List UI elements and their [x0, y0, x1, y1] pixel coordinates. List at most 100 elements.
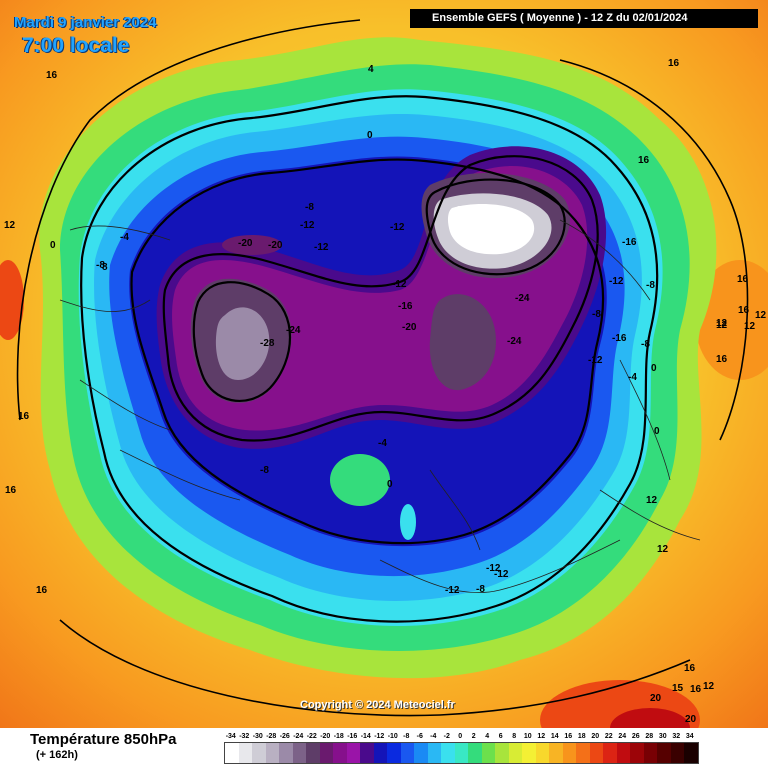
contour-label: -8	[305, 202, 314, 213]
contour-label: 16	[668, 58, 680, 69]
contour-label: -24	[286, 325, 301, 336]
copyright-text: Copyright © 2024 Meteociel.fr	[300, 699, 455, 711]
legend-color-swatch	[589, 743, 603, 763]
contour-label: 16	[716, 354, 728, 365]
contour-label: 12	[716, 320, 728, 331]
legend-color-swatch	[346, 743, 360, 763]
contour-label: -16	[612, 333, 627, 344]
contour-label: -28	[260, 338, 275, 349]
legend-scale-labels: -34 -32 -30 -28 -26 -24 -22 -20 -18 -16 -14 -12 -10-…	[224, 732, 697, 741]
contour-label: 12	[716, 318, 728, 329]
contour-label: -12	[486, 563, 501, 574]
contour-label: 0	[387, 479, 393, 490]
band-grey	[215, 307, 270, 380]
legend-tick-label: -10	[387, 733, 398, 740]
contour-label: 12	[657, 544, 669, 555]
contour-label: -4	[628, 372, 637, 383]
legend-tick-label: -24	[293, 733, 304, 740]
legend-tick-label: 32	[672, 733, 681, 740]
legend-color-swatch	[306, 743, 320, 763]
legend-color-swatch	[481, 743, 495, 763]
legend-color-swatch	[657, 743, 671, 763]
legend-tick-label: -26	[279, 733, 290, 740]
contour-label: 16	[46, 70, 58, 81]
contour-label: 0	[654, 426, 660, 437]
contour-label: -12	[300, 220, 315, 231]
contour-label: -24	[515, 293, 530, 304]
contour-label: 20	[650, 693, 662, 704]
contour-label: 8	[102, 262, 108, 273]
contour-label: 0	[651, 363, 657, 374]
coastline-north-america	[59, 225, 241, 501]
legend-tick-label: 16	[564, 733, 573, 740]
contour-16-west	[16, 19, 361, 421]
contour-16-east	[559, 59, 749, 441]
cold-pocket-alaska	[222, 235, 282, 255]
contour-label: -32	[478, 224, 493, 235]
legend-tick-label: 30	[658, 733, 667, 740]
contour-label: 16	[737, 274, 749, 285]
legend-color-swatch	[400, 743, 414, 763]
legend-color-swatch	[360, 743, 374, 763]
legend-tick-label: 24	[618, 733, 627, 740]
contour-label: -20	[268, 240, 283, 251]
legend-tick-label: 0	[458, 733, 463, 740]
contour-label: 16	[5, 485, 17, 496]
legend-color-swatch	[279, 743, 293, 763]
legend-tick-label: -34	[225, 733, 236, 740]
legend-color-swatch	[454, 743, 468, 763]
contour-label: -12	[390, 222, 405, 233]
contour-label: 0	[367, 130, 373, 141]
legend-color-swatch	[603, 743, 617, 763]
coastline-europe	[379, 469, 621, 594]
contour-label: -8	[641, 339, 650, 350]
legend-color-swatch	[576, 743, 590, 763]
legend-color-bar	[224, 742, 699, 764]
legend-tick-label: 6	[498, 733, 503, 740]
legend-tick-label: -28	[266, 733, 277, 740]
contour-label: -28	[487, 214, 502, 225]
contour-0	[80, 95, 659, 623]
legend-color-swatch	[616, 743, 630, 763]
contour-label: -12	[609, 276, 624, 287]
legend-color-swatch	[387, 743, 401, 763]
legend-tick-label: 22	[604, 733, 613, 740]
contour-label: 4	[368, 64, 374, 75]
coastline-asia	[559, 219, 701, 541]
contour-label: -8	[476, 584, 485, 595]
legend-color-swatch	[522, 743, 536, 763]
legend-color-swatch	[427, 743, 441, 763]
footer-bar: Température 850hPa (+ 162h) -34 -32 -30 -28…	[0, 728, 768, 768]
band-dark-purple-east	[429, 294, 496, 391]
contour-label: 16	[684, 663, 696, 674]
run-info-box: Ensemble GEFS ( Moyenne ) - 12 Z du 02/0…	[410, 9, 758, 28]
contour-label: -4	[120, 232, 129, 243]
contour-minus8	[130, 158, 605, 545]
warm-zone-west	[0, 260, 24, 340]
legend-tick-label: -8	[403, 733, 410, 740]
contour-label: 12	[703, 681, 715, 692]
legend-color-swatch	[630, 743, 644, 763]
contour-label: -36	[504, 232, 519, 243]
legend-color-swatch	[238, 743, 252, 763]
legend-color-swatch	[684, 743, 698, 763]
contour-label: 20	[685, 714, 697, 725]
legend-color-swatch	[508, 743, 522, 763]
legend-tick-label: -16	[347, 733, 358, 740]
contour-label: -4	[378, 438, 387, 449]
legend-color-swatch	[252, 743, 266, 763]
legend-tick-label: 28	[645, 733, 654, 740]
contour-label: 12	[744, 321, 756, 332]
contour-label: -12	[588, 355, 603, 366]
legend-tick-label: 8	[512, 733, 517, 740]
contour-label: -12	[445, 585, 460, 596]
contour-label: -12	[314, 242, 329, 253]
contour-label: -8	[646, 280, 655, 291]
forecast-date: Mardi 9 janvier 2024	[14, 14, 157, 31]
legend-color-swatch	[373, 743, 387, 763]
legend-tick-label: -2	[443, 733, 450, 740]
legend-color-swatch	[225, 743, 239, 763]
contour-label: 16	[18, 411, 30, 422]
